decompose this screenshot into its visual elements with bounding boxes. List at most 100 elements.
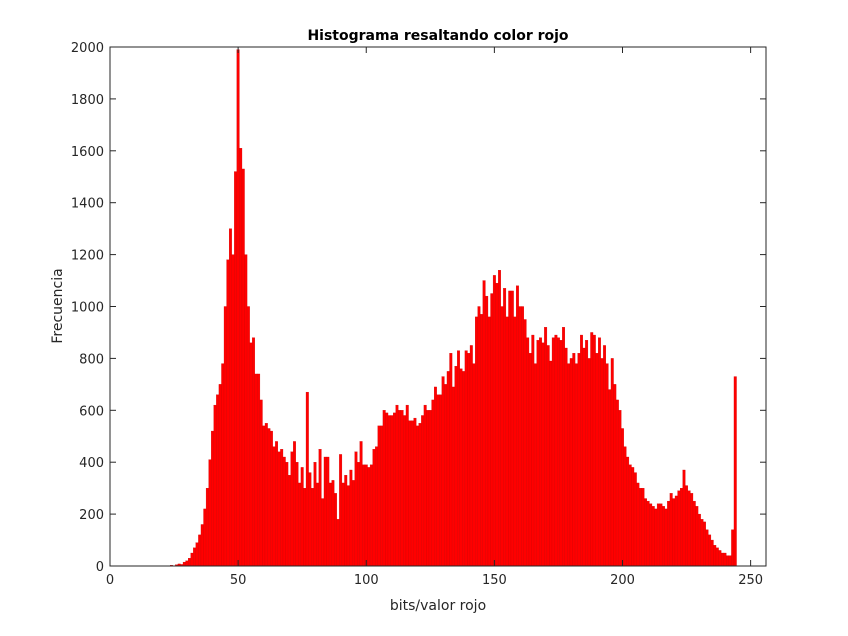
histogram-bar (510, 290, 514, 567)
histogram-bar (270, 430, 273, 567)
histogram-bar (572, 353, 576, 567)
histogram-bar (613, 384, 617, 567)
histogram-bar (254, 373, 258, 567)
histogram-bar (205, 487, 209, 567)
histogram-bar (551, 337, 555, 567)
histogram-bar (198, 534, 202, 567)
histogram-bar (277, 451, 281, 567)
x-tick-label: 150 (482, 573, 507, 588)
histogram-bar (549, 360, 553, 567)
histogram-bar (713, 545, 717, 567)
histogram-bar (518, 306, 522, 567)
y-tick-label: 0 (96, 560, 104, 575)
histogram-bar (475, 316, 478, 567)
x-axis-label: bits/valor rojo (390, 598, 486, 614)
histogram-bar (490, 293, 494, 567)
histogram-bar (582, 347, 586, 567)
histogram-bar (487, 316, 491, 567)
histogram-bar (508, 290, 512, 567)
histogram-bar (354, 451, 358, 567)
histogram-bar (410, 420, 414, 567)
y-tick-label: 1000 (71, 301, 104, 316)
histogram-bar (557, 337, 560, 567)
histogram-bar (503, 288, 507, 567)
histogram-bar (439, 394, 442, 567)
histogram-bar (477, 306, 481, 567)
x-tick-label: 50 (230, 573, 247, 588)
histogram-bar (644, 498, 647, 567)
histogram-bar (413, 417, 417, 567)
histogram-bar (469, 345, 473, 567)
histogram-bar (685, 485, 688, 567)
x-tick-label: 100 (354, 573, 379, 588)
histogram-bar (715, 547, 719, 567)
histogram-bar (459, 368, 463, 567)
histogram-bar (564, 347, 568, 567)
histogram-bar (728, 555, 732, 567)
histogram-bar (467, 353, 471, 567)
histogram-bar (380, 425, 384, 567)
y-tick-label: 200 (79, 508, 104, 523)
histogram-bar (328, 482, 332, 567)
histogram-bar (544, 327, 548, 567)
histogram-bar (731, 529, 735, 567)
histogram-bar (687, 490, 691, 567)
histogram-bar (677, 490, 681, 567)
histogram-bar (367, 467, 371, 567)
histogram-bar (318, 449, 322, 567)
histogram-bar (590, 332, 594, 567)
histogram-bar (464, 350, 468, 567)
histogram-bar (608, 389, 612, 567)
histogram-bar (536, 340, 540, 567)
x-tick-label: 200 (610, 573, 635, 588)
histogram-bar (290, 451, 294, 567)
histogram-bar (418, 423, 422, 567)
histogram-bar (562, 327, 565, 567)
histogram-bar (733, 376, 737, 567)
histogram-bar (295, 462, 299, 567)
histogram-bar (492, 275, 496, 567)
histogram-bar (339, 454, 343, 567)
histogram-bar (533, 363, 537, 567)
histogram-bar (605, 363, 609, 567)
histogram-bar (580, 334, 583, 567)
histogram-bar (252, 337, 255, 567)
histogram-bar (275, 441, 278, 567)
x-tick-label: 250 (738, 573, 763, 588)
histogram-bar (574, 363, 578, 567)
histogram-bar (336, 519, 340, 567)
histogram-bar (208, 459, 212, 567)
histogram-bar (667, 500, 671, 567)
histogram-bar (326, 456, 330, 567)
histogram-bar (577, 353, 581, 567)
histogram-bar (451, 386, 455, 567)
histogram-bar (595, 353, 599, 567)
histogram-bar (305, 391, 309, 567)
histogram-bar (669, 493, 673, 567)
histogram-bar (272, 446, 276, 567)
histogram-bar (298, 482, 302, 567)
histogram-bar (695, 506, 699, 567)
histogram-bar (659, 503, 663, 567)
histogram-bar (377, 425, 381, 567)
histogram-bar (308, 472, 312, 567)
histogram-bar (480, 314, 483, 567)
histogram-bar (495, 282, 499, 567)
histogram-bar (390, 415, 394, 567)
histogram-bar (569, 358, 573, 567)
y-tick-label: 600 (79, 404, 104, 419)
histogram-bar (457, 350, 460, 567)
histogram-bar (528, 353, 532, 567)
histogram-bar (603, 345, 606, 567)
histogram-bar (375, 446, 378, 567)
histogram-bar (213, 404, 217, 567)
histogram-bar (690, 493, 694, 567)
y-tick-label: 1400 (71, 197, 104, 212)
histogram-bar (664, 508, 668, 567)
histogram-bar (610, 358, 614, 567)
histogram-bar (623, 446, 627, 567)
histogram-bar (416, 425, 419, 567)
histogram-bar (249, 342, 253, 567)
histogram-bar (649, 503, 653, 567)
